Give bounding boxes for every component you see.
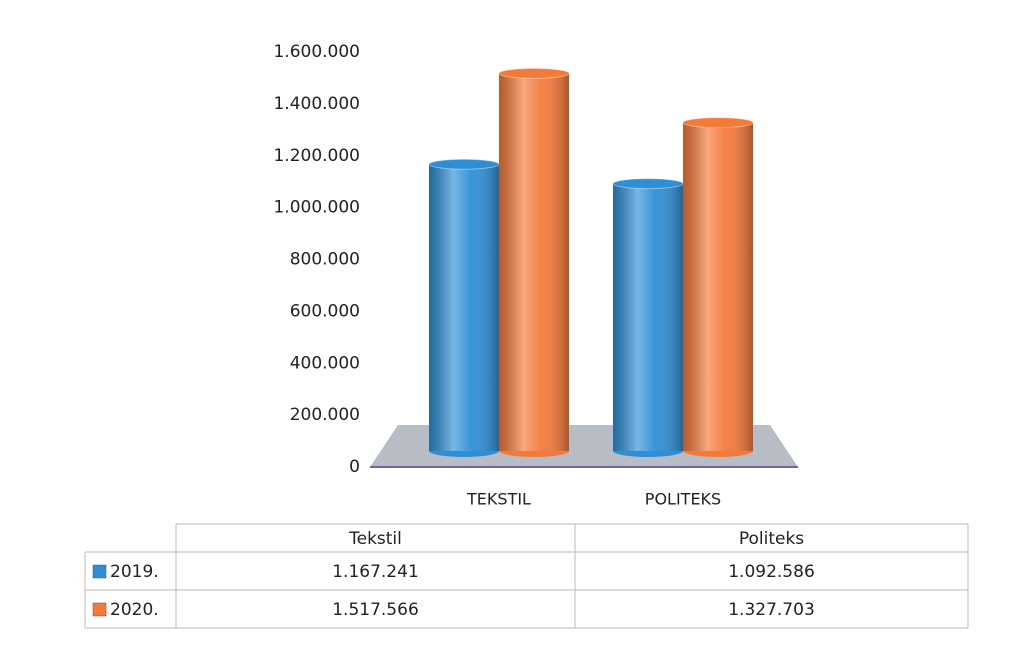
table-cell: 1.517.566 <box>332 600 419 620</box>
bar-top <box>682 117 754 129</box>
bar-top <box>428 158 500 170</box>
table-cell: 1.167.241 <box>332 562 419 582</box>
legend-label: 2020. <box>110 600 159 620</box>
table-cell: 1.327.703 <box>728 600 815 620</box>
legend-swatch <box>92 564 107 579</box>
bar-shade <box>613 183 683 451</box>
y-tick-label: 1.600.000 <box>273 42 360 62</box>
y-tick-label: 800.000 <box>290 250 360 270</box>
table-header: Politeks <box>739 529 804 549</box>
bar-shade <box>499 73 569 451</box>
y-tick-label: 1.000.000 <box>273 198 360 218</box>
y-tick-label: 0 <box>349 457 360 477</box>
y-tick-label: 1.400.000 <box>273 94 360 114</box>
y-tick-label: 400.000 <box>290 353 360 373</box>
x-tick-label: TEKSTIL <box>466 490 531 509</box>
y-tick-label: 1.200.000 <box>273 146 360 166</box>
x-tick-label: POLITEKS <box>645 490 721 509</box>
table-cell: 1.092.586 <box>728 562 815 582</box>
y-tick-label: 200.000 <box>290 405 360 425</box>
bar-shade <box>683 122 753 451</box>
bar-top <box>498 67 570 79</box>
bar-top <box>612 178 684 190</box>
bar-shade <box>429 164 499 451</box>
table-header: Tekstil <box>348 529 402 549</box>
legend-label: 2019. <box>110 562 159 582</box>
legend-swatch <box>92 602 107 617</box>
y-tick-label: 600.000 <box>290 301 360 321</box>
